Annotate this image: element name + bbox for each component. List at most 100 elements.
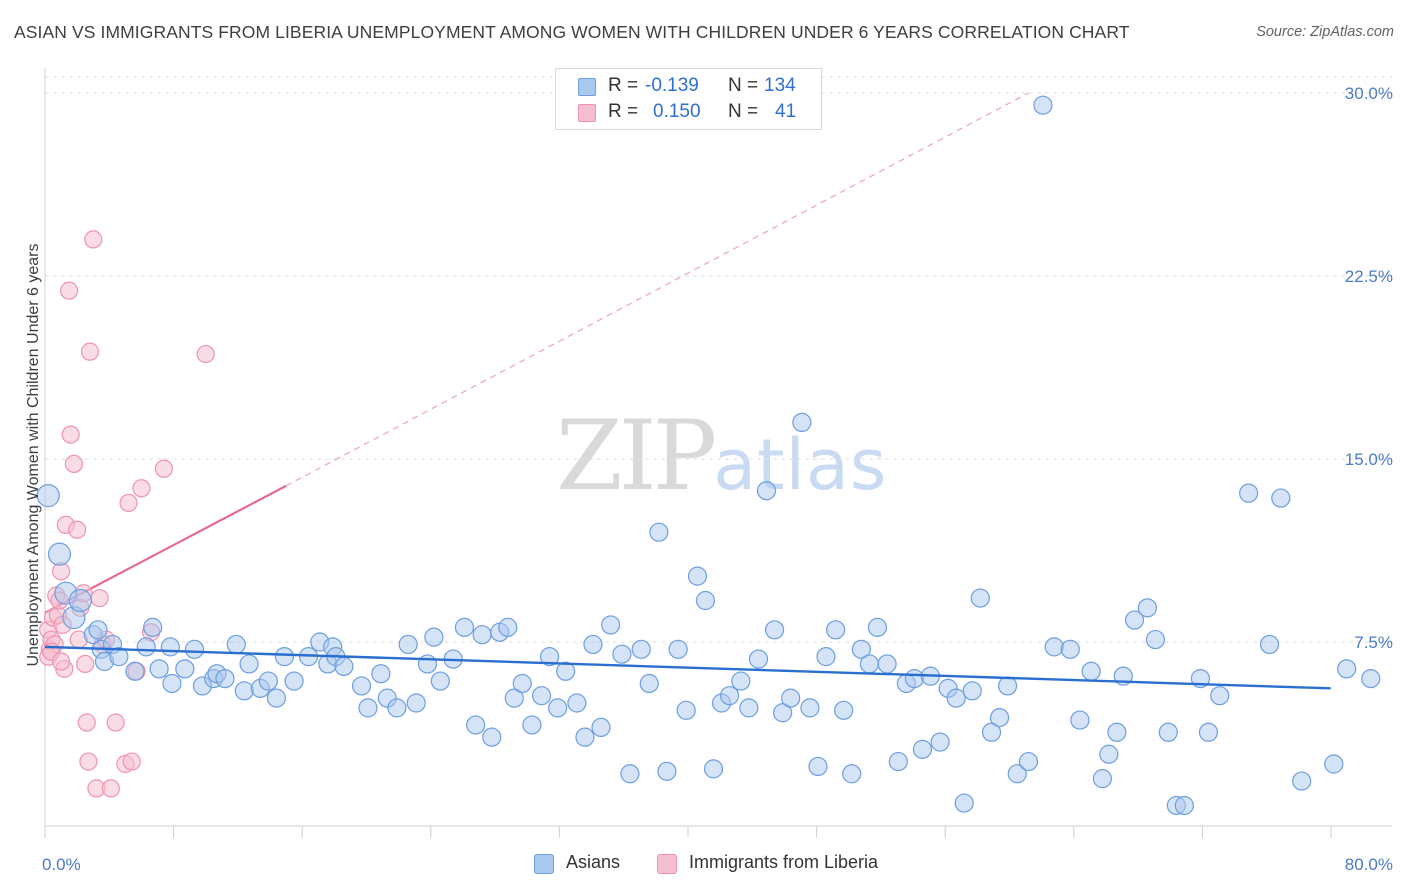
asian-point [284,671,304,691]
asian-point [387,698,407,718]
asian-point [424,627,444,647]
source-label: Source: ZipAtlas.com [1256,24,1394,40]
liberia-legend-label: Immigrants from Liberia [689,852,879,872]
asian-point [498,617,518,637]
asian-point [1198,722,1219,742]
asian-point [1018,751,1039,772]
liberia-point [80,342,100,361]
asian-point [1070,710,1090,730]
asian-point [1145,629,1166,650]
liberia-point [122,752,141,771]
n-value: 41 [775,101,797,122]
liberia-point [79,752,98,771]
asians-swatch [578,78,596,96]
series-legend: Asians Immigrants from Liberia [0,851,1406,879]
asian-point [676,700,696,720]
asian-point [1239,483,1259,503]
asian-point [226,634,246,655]
asian-point [639,673,659,694]
asian-point [649,522,669,542]
liberia-point [196,344,215,364]
asian-point [962,681,982,701]
asian-point [1060,639,1080,659]
tick-labels: 7.5% 15.0% 22.5% 30.0% 0.0% 80.0% [42,84,1393,874]
asian-point [215,668,235,689]
asian-point [612,644,632,664]
asian-point [406,693,426,713]
asian-point [143,617,163,637]
liberia-point [132,479,151,498]
chart-title: ASIAN VS IMMIGRANTS FROM LIBERIA UNEMPLO… [14,22,1130,42]
asian-point [162,673,182,694]
asian-point [1174,795,1194,816]
asian-point [739,698,759,718]
asian-point [430,671,450,691]
asian-point [773,703,793,723]
asian-point [1292,771,1312,791]
n-value: 134 [764,75,796,96]
asian-points [36,95,1381,816]
asian-point [184,639,205,659]
asian-point [583,634,603,655]
liberia-point [76,654,95,674]
asian-point [149,659,169,679]
asian-point [764,620,785,640]
asian-point [1124,610,1145,630]
asian-point [1081,661,1101,681]
asian-point [826,620,846,640]
liberia-point [154,459,174,478]
asian-point [68,588,92,613]
asians-legend-swatch [534,854,554,874]
asian-point [125,661,145,681]
axes [44,68,1392,838]
asian-point [274,647,295,667]
asian-point [781,688,801,708]
asian-point [1210,686,1230,706]
asian-point [358,698,378,718]
asian-point [1033,95,1053,115]
liberia-point [64,454,84,473]
liberia-point [106,713,125,732]
asian-point [989,708,1010,728]
asian-point [504,688,524,708]
liberia-point [60,281,79,300]
asian-point [808,756,828,777]
asian-point [946,688,966,708]
asian-point [567,693,587,713]
asian-point [36,484,60,508]
asian-point [160,637,180,657]
asian-point [859,654,879,674]
asian-point [620,764,640,784]
asian-point [556,661,576,681]
r-label: R = [608,75,639,96]
liberia-legend-swatch [657,854,677,874]
asian-point [719,686,740,706]
n-label: N = [728,75,759,96]
liberia-point [51,652,71,671]
r-value: -0.139 [645,75,699,96]
asian-point [522,715,542,735]
asian-point [930,732,950,752]
y-tick-label: 30.0% [1345,84,1393,103]
asian-point [912,739,933,759]
asian-point [1092,769,1113,789]
asian-point [748,649,769,669]
asian-point [531,686,552,706]
asian-point [239,654,259,674]
x-tick-label: 0.0% [42,855,81,874]
asian-point [842,764,862,784]
asian-trend-line [44,645,1331,690]
asian-point [548,698,568,718]
asian-point [867,617,888,637]
asian-point [1007,764,1027,784]
asian-point [687,566,708,586]
asian-point [970,588,990,608]
liberia-point [68,520,87,539]
asian-point [1361,668,1381,689]
asian-point [731,671,751,691]
asian-point [371,664,391,684]
asian-point [472,625,492,645]
watermark-zip: ZIP [556,400,717,512]
asian-point [175,659,195,679]
